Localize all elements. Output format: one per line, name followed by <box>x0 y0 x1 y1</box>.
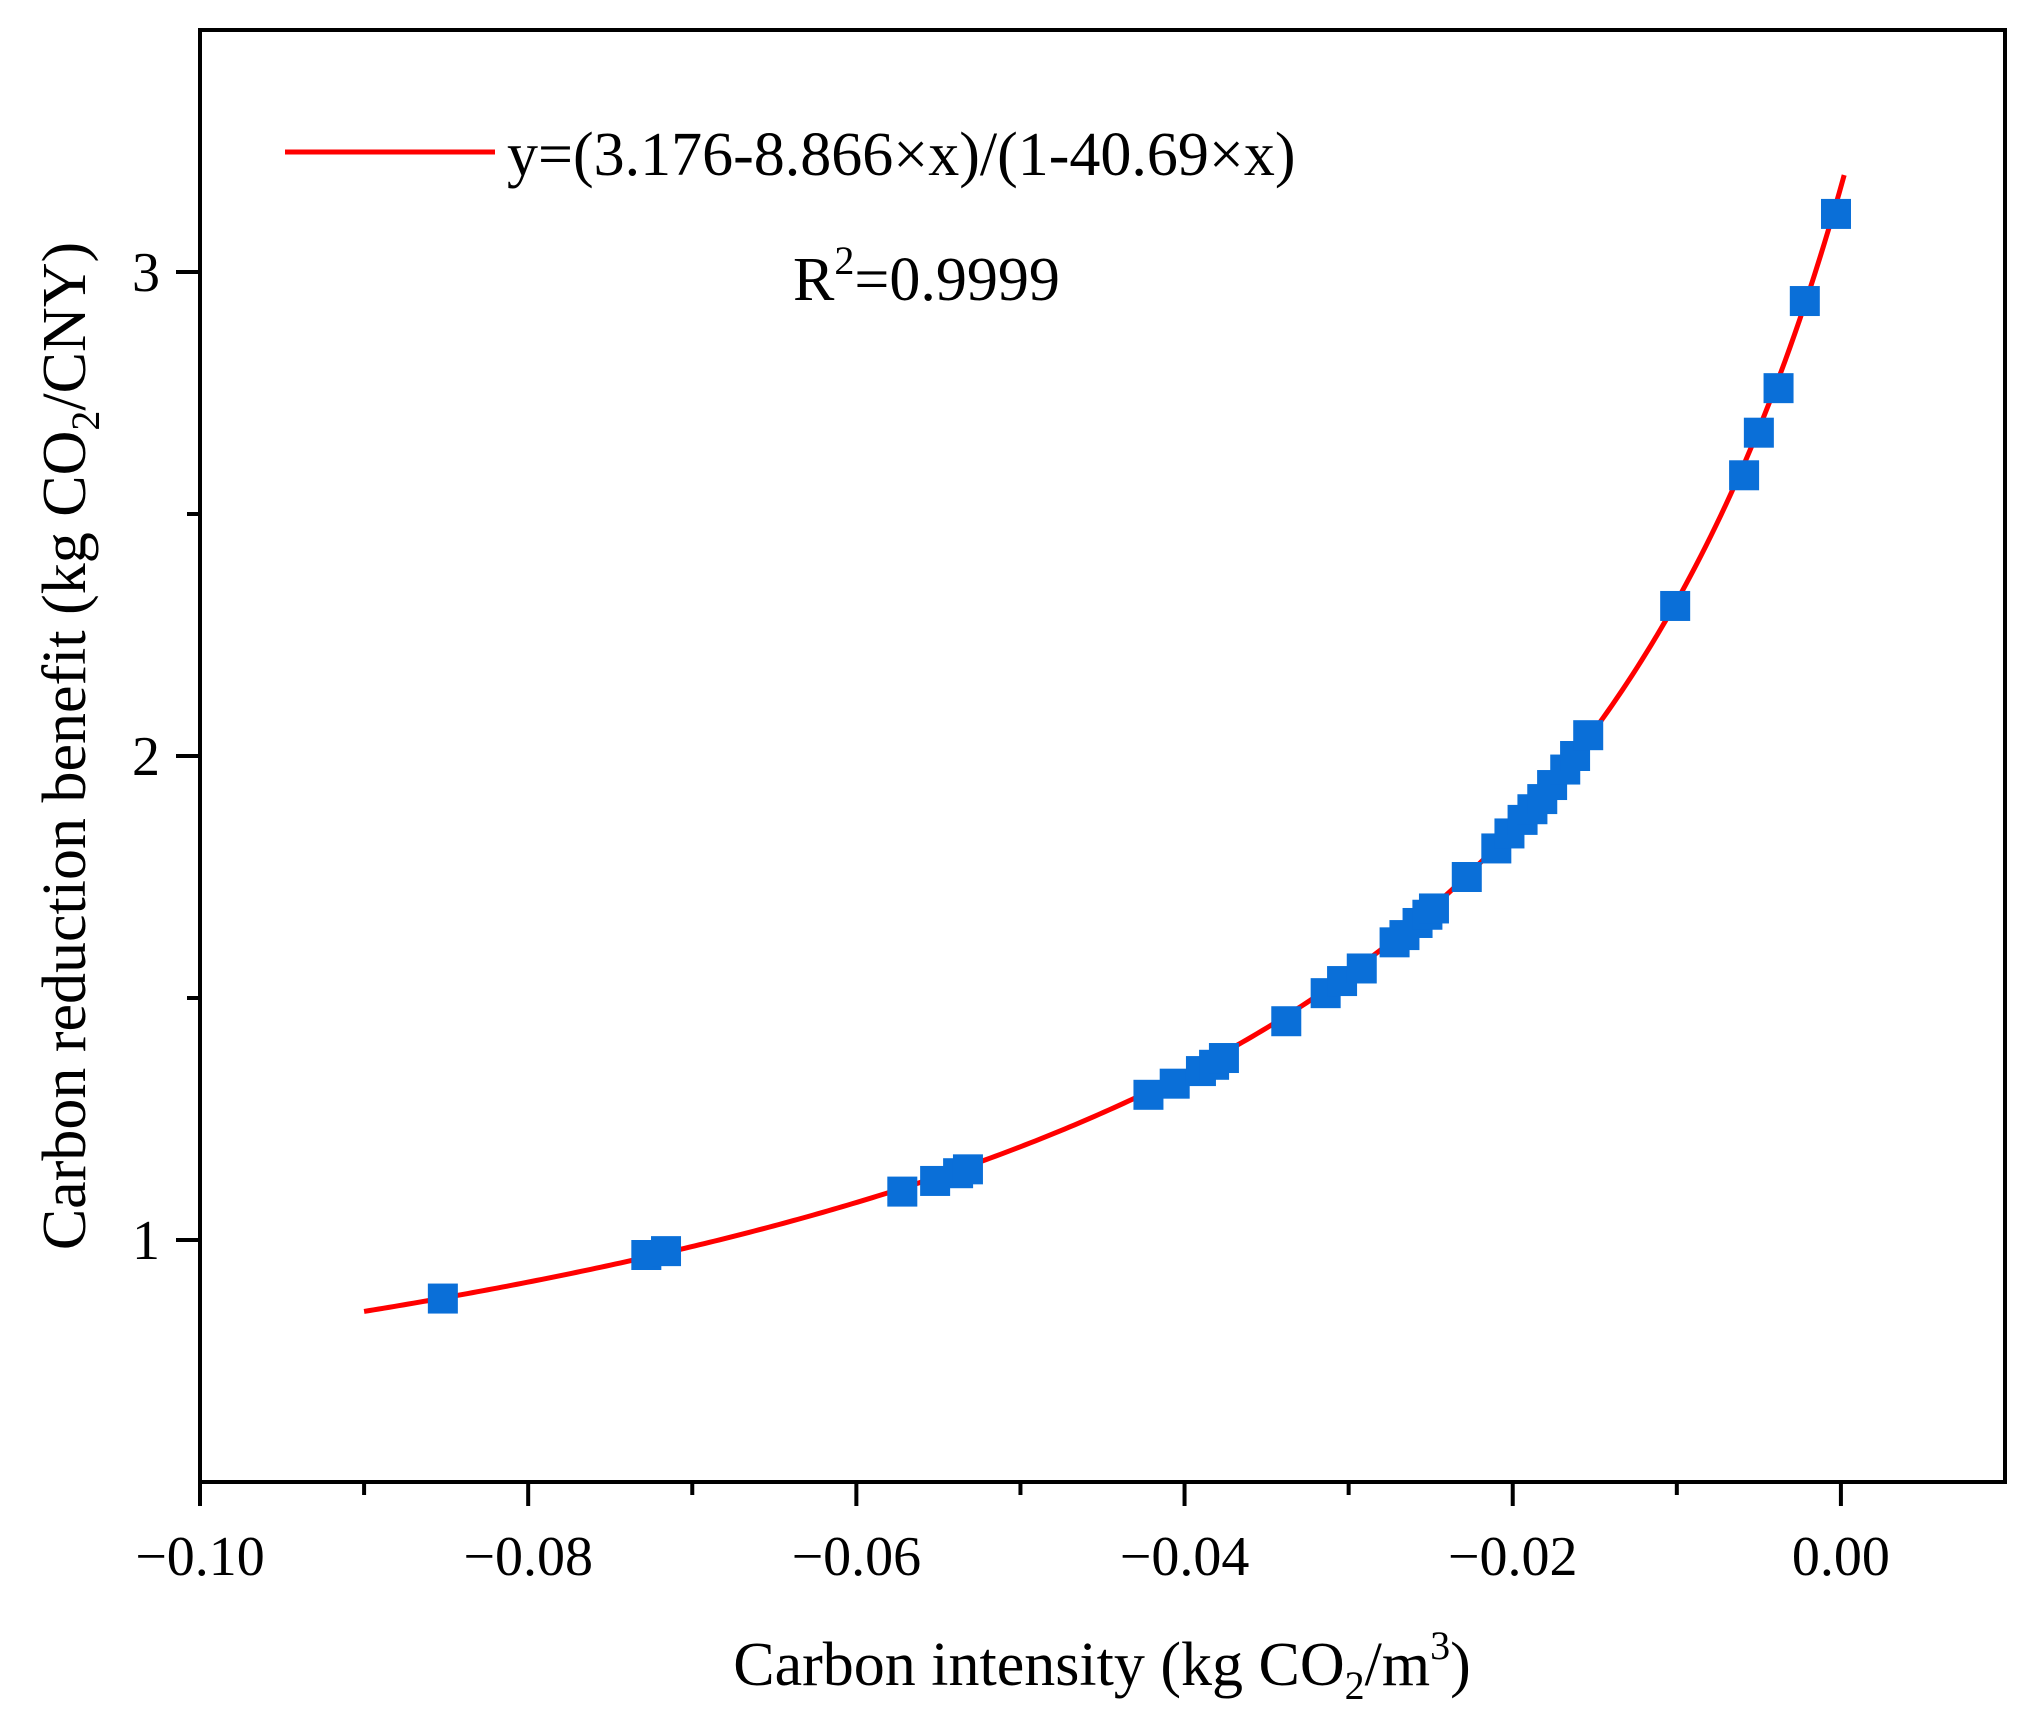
x-tick-label: −0.08 <box>463 1526 593 1588</box>
data-point-9 <box>1159 1068 1190 1099</box>
data-point-33 <box>1729 460 1760 491</box>
legend-r2-label: R2=0.9999 <box>793 238 1060 314</box>
x-tick-label: −0.10 <box>135 1526 265 1588</box>
data-point-34 <box>1743 417 1774 448</box>
x-axis-ticks: −0.10 −0.08 −0.06 −0.04 −0.02 0.00 <box>135 1482 1890 1588</box>
y-axis-ticks: 1 2 3 <box>132 242 200 1272</box>
data-point-31 <box>1573 720 1604 751</box>
x-axis-title-main: Carbon intensity (kg CO <box>733 1631 1344 1699</box>
data-point-1 <box>427 1283 458 1314</box>
data-point-35 <box>1763 373 1794 404</box>
data-point-4 <box>887 1176 918 1207</box>
y-axis-title-main: Carbon reduction benefit (kg CO <box>31 431 99 1251</box>
x-axis-title: Carbon intensity (kg CO2/m3) <box>733 1623 1470 1708</box>
y-tick-label: 3 <box>132 242 160 304</box>
legend-r2-end: =0.9999 <box>854 246 1059 314</box>
data-point-22 <box>1451 862 1482 892</box>
y-axis-title-subscript: 2 <box>63 411 108 431</box>
y-axis-title-end: /CNY) <box>31 242 99 411</box>
data-point-36 <box>1789 286 1820 317</box>
x-tick-label: −0.02 <box>1448 1526 1578 1588</box>
data-point-16 <box>1346 953 1377 984</box>
legend-r2-main: R <box>793 246 835 314</box>
data-point-13 <box>1271 1006 1302 1037</box>
x-tick-label: 0.00 <box>1792 1526 1890 1588</box>
data-point-8 <box>1133 1079 1164 1110</box>
x-tick-label: −0.04 <box>1120 1526 1250 1588</box>
x-axis-title-subscript: 2 <box>1345 1663 1365 1708</box>
legend-r2-superscript: 2 <box>834 238 854 283</box>
data-point-21 <box>1418 893 1449 924</box>
data-point-3 <box>651 1236 682 1267</box>
legend-fit-label: y=(3.176-8.866×x)/(1-40.69×x) <box>507 121 1296 189</box>
x-tick-label: −0.06 <box>792 1526 922 1588</box>
x-axis-title-mid: /m <box>1365 1631 1430 1699</box>
x-axis-title-end: ) <box>1450 1631 1471 1699</box>
data-point-32 <box>1660 590 1691 621</box>
data-points-layer <box>427 198 1851 1314</box>
data-point-7 <box>952 1154 983 1185</box>
y-tick-label: 2 <box>132 726 160 788</box>
y-axis-title: Carbon reduction benefit (kg CO2/CNY) <box>31 242 108 1250</box>
x-axis-title-superscript: 3 <box>1430 1623 1450 1668</box>
data-point-12 <box>1208 1043 1239 1074</box>
data-point-37 <box>1820 198 1851 229</box>
y-tick-label: 1 <box>132 1210 160 1272</box>
